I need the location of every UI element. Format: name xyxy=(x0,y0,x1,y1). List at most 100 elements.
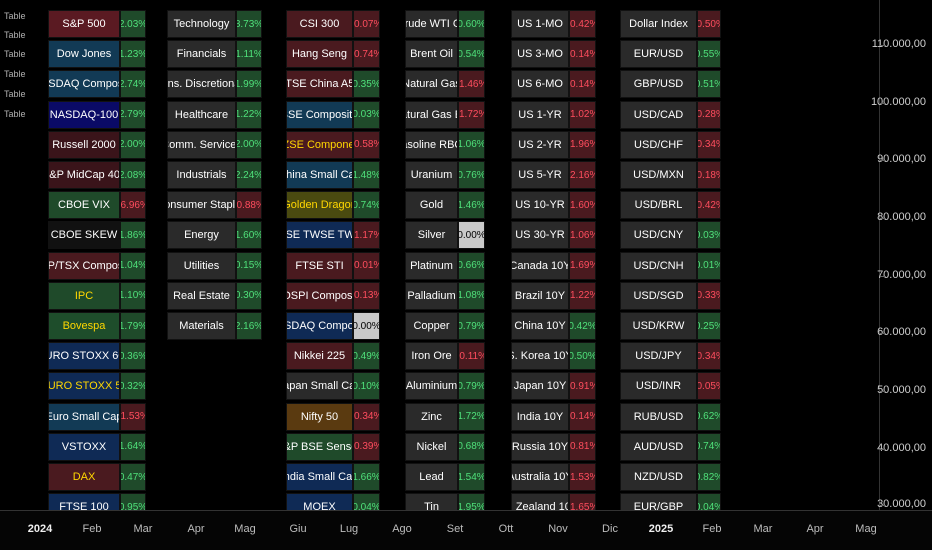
instrument-name: Crude WTI Oil xyxy=(405,10,458,38)
instrument-name: Aluminium xyxy=(405,372,458,401)
time-tick-label: Giu xyxy=(289,523,307,535)
price-tick-label: 50.000,00 xyxy=(877,384,926,396)
instrument-name: Silver xyxy=(405,221,458,250)
table-row: Nifty 50-0.34% xyxy=(286,402,380,431)
time-tick-label: Dic xyxy=(602,523,618,535)
change-percent: -1.17% xyxy=(353,221,380,250)
price-tick-label: 90.000,00 xyxy=(877,153,926,165)
change-percent: 0.10% xyxy=(353,372,380,401)
change-percent: 0.25% xyxy=(697,312,721,340)
time-tick-label: Lug xyxy=(339,523,359,535)
table-row: Aluminium 0.79% xyxy=(405,372,485,401)
instrument-name: India 10Y xyxy=(511,402,569,431)
instrument-name: Dollar Index xyxy=(620,10,697,38)
time-tick-label: Nov xyxy=(548,523,568,535)
table-row: Natural Gas-1.46% xyxy=(405,70,485,99)
table-row: Utilities 0.15% xyxy=(167,251,262,280)
table-row: US 3-MO-0.14% xyxy=(511,40,596,69)
table-row: IPC 1.10% xyxy=(48,281,146,310)
instrument-name: Palladium xyxy=(405,281,458,310)
change-percent: 1.11% xyxy=(236,40,262,69)
table-row: Australia 10Y-1.53% xyxy=(511,463,596,491)
instrument-name: EURO STOXX 50 xyxy=(48,372,120,401)
table-row: Russell 2000 2.00% xyxy=(48,130,146,159)
table-row: Platinum 0.66% xyxy=(405,251,485,280)
instrument-name: USD/KRW xyxy=(620,312,697,340)
change-percent: -0.07% xyxy=(353,10,380,38)
change-percent: -0.14% xyxy=(569,402,596,431)
change-percent: -0.50% xyxy=(697,10,721,38)
change-percent: 1.64% xyxy=(120,432,146,461)
change-percent: -0.14% xyxy=(569,40,596,69)
table-row: CBOE VIX-6.96% xyxy=(48,191,146,220)
table-row: Consumer Staples-0.88% xyxy=(167,191,262,220)
change-percent: 0.03% xyxy=(697,221,721,250)
instrument-name: Consumer Staples xyxy=(167,191,236,220)
change-percent: -0.39% xyxy=(353,432,380,461)
table-row: Hang Seng-0.74% xyxy=(286,40,380,69)
instrument-name: Natural Gas EU xyxy=(405,100,458,129)
table-row: CSI 300-0.07% xyxy=(286,10,380,38)
time-tick-label: Ott xyxy=(498,523,514,535)
time-tick-label: Feb xyxy=(82,523,102,535)
instrument-name: Australia 10Y xyxy=(511,463,569,491)
change-percent: -6.96% xyxy=(120,191,146,220)
instrument-name: Lead xyxy=(405,463,458,491)
table-row: Canada 10Y-1.69% xyxy=(511,251,596,280)
change-percent: -1.53% xyxy=(569,463,596,491)
change-percent: 0.66% xyxy=(458,251,485,280)
change-percent: -1.72% xyxy=(458,100,485,129)
table-label: Table xyxy=(4,30,26,40)
instrument-name: US 5-YR xyxy=(511,161,569,189)
instrument-name: S&P 500 xyxy=(48,10,120,38)
instrument-name: KOSDAQ Composite xyxy=(286,312,353,340)
instrument-name: Japan Small Cap xyxy=(286,372,353,401)
change-percent: 0.54% xyxy=(458,40,485,69)
change-percent: -1.22% xyxy=(569,281,596,310)
table-row: Materials 2.16% xyxy=(167,312,262,340)
change-percent: 2.08% xyxy=(120,161,146,189)
instrument-name: Comm. Services xyxy=(167,130,236,159)
table-row: AUD/USD0.74% xyxy=(620,432,721,461)
time-tick-label: 2024 xyxy=(27,523,53,535)
instrument-name: Real Estate xyxy=(167,281,236,310)
table-row: FTSE China A500.35% xyxy=(286,70,380,99)
change-percent: 0.00% xyxy=(353,312,380,340)
change-percent: 0.15% xyxy=(236,251,262,280)
y-axis-line xyxy=(879,0,880,510)
instrument-name: KOSPI Composite xyxy=(286,281,353,310)
change-percent: -0.13% xyxy=(353,281,380,310)
time-axis[interactable]: 2024 Feb Mar Apr Mag Giu Lug Ago Set Ott Nov Dic 202… xyxy=(0,510,932,550)
change-percent: -1.02% xyxy=(569,100,596,129)
instrument-name: GBP/USD xyxy=(620,70,697,99)
table-row: Technology 3.73% xyxy=(167,10,262,38)
change-percent: 2.03% xyxy=(120,10,146,38)
change-percent: 0.62% xyxy=(697,402,721,431)
table-row: KOSPI Composite-0.13% xyxy=(286,281,380,310)
table-row: Dollar Index-0.50% xyxy=(620,10,721,38)
change-percent: 0.35% xyxy=(353,70,380,99)
change-percent: 1.06% xyxy=(458,130,485,159)
instrument-name: NZD/USD xyxy=(620,463,697,491)
instrument-name: Platinum xyxy=(405,251,458,280)
instrument-name: Utilities xyxy=(167,251,236,280)
table-row: DAX 0.47% xyxy=(48,463,146,491)
instrument-name: CBOE SKEW xyxy=(48,221,120,250)
change-percent: -0.01% xyxy=(353,251,380,280)
instrument-name: Uranium xyxy=(405,161,458,189)
table-row: Russia 10Y-0.81% xyxy=(511,432,596,461)
instrument-name: Dow Jones xyxy=(48,40,120,69)
change-percent: 1.60% xyxy=(236,221,262,250)
instrument-name: Materials xyxy=(167,312,236,340)
change-percent: -1.60% xyxy=(569,191,596,220)
price-tick xyxy=(880,103,886,104)
instrument-name: Brazil 10Y xyxy=(511,281,569,310)
instrument-name: EURO STOXX 600 xyxy=(48,342,120,371)
price-tick-label: 80.000,00 xyxy=(877,211,926,223)
time-tick-label: 2025 xyxy=(648,523,674,535)
instrument-name: India Small Cap xyxy=(286,463,353,491)
change-percent: 1.86% xyxy=(120,221,146,250)
instrument-name: Euro Small Cap xyxy=(48,402,120,431)
